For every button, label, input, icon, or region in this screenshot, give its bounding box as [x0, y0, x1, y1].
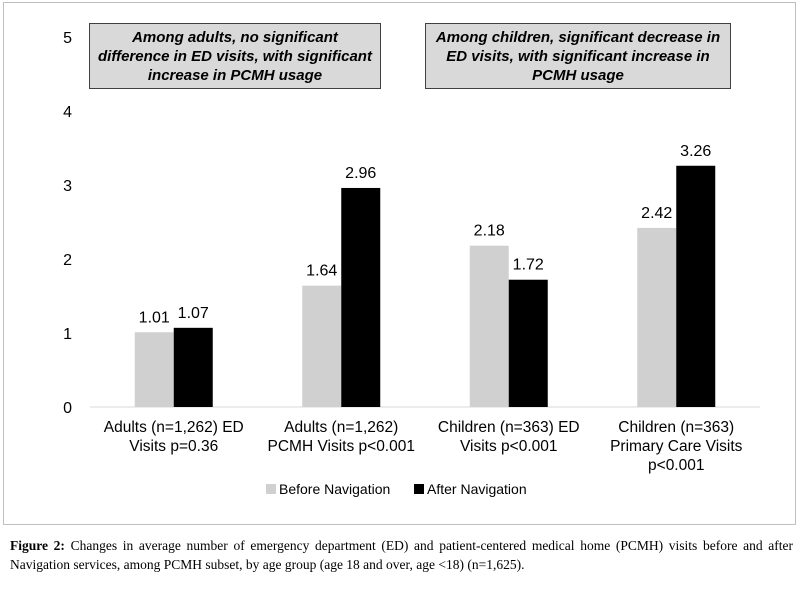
bar-chart: 0 1 2 3 4 5 1.01 1.07 Adults (n=1,262) ED Visits … — [63, 30, 760, 497]
y-tick-label: 1 — [63, 326, 72, 343]
annotation-children: Among children, significant decrease in … — [425, 23, 731, 89]
legend-label-before: Before Navigation — [279, 481, 390, 497]
legend-label-after: After Navigation — [427, 481, 527, 497]
bar-value-label: 1.64 — [306, 263, 337, 280]
annotation-adults: Among adults, no significant difference … — [89, 23, 381, 89]
x-category-label: Adults (n=1,262) ED Visits p=0.36 — [104, 419, 244, 455]
y-tick-label: 5 — [63, 30, 72, 47]
caption-label: Figure 2: — [10, 538, 65, 553]
bar-value-label: 1.07 — [178, 305, 209, 322]
x-category-label-line: Adults (n=1,262) — [284, 419, 398, 436]
x-category-label-line: Visits p<0.001 — [460, 438, 558, 455]
bar-value-label: 2.96 — [345, 165, 376, 182]
y-tick-label: 2 — [63, 252, 72, 269]
bar-value-label: 2.18 — [474, 223, 505, 240]
x-category-label-line: Visits p=0.36 — [129, 438, 218, 455]
bar-after-1 — [341, 187, 381, 407]
x-category-label-line: p<0.001 — [648, 457, 704, 474]
x-category-label: Children (n=363) Primary Care Visits p<0.0… — [610, 419, 743, 474]
y-tick-label: 0 — [63, 400, 72, 417]
x-category-label-line: Primary Care Visits — [610, 438, 743, 455]
annotation-adults-text: Among adults, no significant difference … — [98, 28, 372, 84]
y-tick-label: 3 — [63, 178, 72, 195]
bar-before-2 — [469, 245, 509, 407]
bar-after-0 — [173, 327, 213, 407]
y-tick-label: 4 — [63, 104, 72, 121]
x-category-label-line: Children (n=363) ED — [438, 419, 580, 436]
x-category-label-line: Children (n=363) — [618, 419, 734, 436]
bar-before-0 — [134, 332, 174, 407]
bar-value-label: 3.26 — [680, 143, 711, 160]
annotation-children-text: Among children, significant decrease in … — [435, 28, 721, 84]
bar-before-1 — [302, 285, 342, 407]
legend-swatch-before — [266, 484, 276, 494]
caption-text: Changes in average number of emergency d… — [10, 538, 793, 572]
x-category-label: Children (n=363) ED Visits p<0.001 — [438, 419, 580, 455]
bar-value-label: 1.01 — [139, 309, 170, 326]
bar-after-3 — [676, 165, 716, 407]
bar-value-label: 1.72 — [513, 257, 544, 274]
bar-value-label: 2.42 — [641, 205, 672, 222]
x-category-label-line: Adults (n=1,262) ED — [104, 419, 244, 436]
bar-after-2 — [508, 279, 548, 407]
x-category-label-line: PCMH Visits p<0.001 — [268, 438, 415, 455]
legend-swatch-after — [414, 484, 424, 494]
x-category-label: Adults (n=1,262) PCMH Visits p<0.001 — [268, 419, 415, 455]
bar-before-3 — [637, 227, 677, 407]
figure-caption: Figure 2: Changes in average number of e… — [10, 536, 793, 574]
